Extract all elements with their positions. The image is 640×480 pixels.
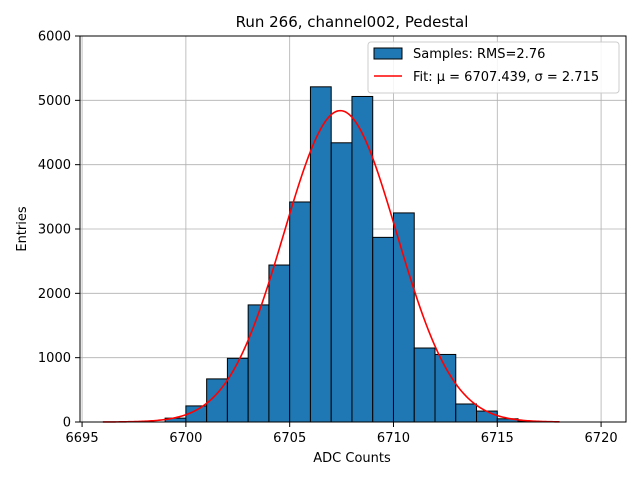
y-tick-label: 0 xyxy=(63,416,71,431)
histogram-bar xyxy=(413,347,436,423)
histogram-bar xyxy=(392,212,415,423)
legend-label-fit: Fit: μ = 6707.439, σ = 2.715 xyxy=(413,70,599,85)
histogram-bar xyxy=(476,410,498,423)
y-tick-label: 1000 xyxy=(38,351,71,366)
histogram-bars xyxy=(164,86,540,423)
legend-box xyxy=(367,41,620,94)
x-tick-label: 6720 xyxy=(585,431,618,446)
y-tick-label: 3000 xyxy=(38,223,71,238)
histogram-bar xyxy=(351,95,374,423)
legend: Samples: RMS=2.76 Fit: μ = 6707.439, σ =… xyxy=(367,41,620,94)
gaussian-fit-curve xyxy=(102,109,560,423)
y-tick-label: 5000 xyxy=(38,94,71,109)
y-tick-label: 6000 xyxy=(38,30,71,45)
x-axis-label: ADC Counts xyxy=(313,451,391,466)
histogram-bar xyxy=(455,403,478,423)
histogram-bar xyxy=(289,201,311,423)
y-axis-ticks: 0 1000 2000 3000 4000 5000 6000 xyxy=(38,30,80,431)
legend-swatch-histogram xyxy=(373,47,403,60)
legend-label-histogram: Samples: RMS=2.76 xyxy=(413,47,545,62)
x-tick-label: 6700 xyxy=(169,431,202,446)
histogram-bar xyxy=(372,236,394,423)
histogram-bar xyxy=(330,142,353,423)
histogram-bar xyxy=(434,353,457,423)
chart-title: Run 266, channel002, Pedestal xyxy=(236,13,469,31)
histogram-bar xyxy=(309,86,332,423)
x-tick-label: 6715 xyxy=(481,431,514,446)
x-tick-label: 6695 xyxy=(66,431,99,446)
y-tick-label: 4000 xyxy=(38,158,71,173)
y-axis-label: Entries xyxy=(15,206,30,252)
histogram-bar xyxy=(226,357,249,423)
x-axis-ticks: 6695 6700 6705 6710 6715 6720 xyxy=(66,422,618,446)
histogram-bar xyxy=(268,264,291,423)
histogram-bar xyxy=(247,304,270,423)
x-tick-label: 6710 xyxy=(377,431,410,446)
y-tick-label: 2000 xyxy=(38,287,71,302)
x-tick-label: 6705 xyxy=(273,431,306,446)
